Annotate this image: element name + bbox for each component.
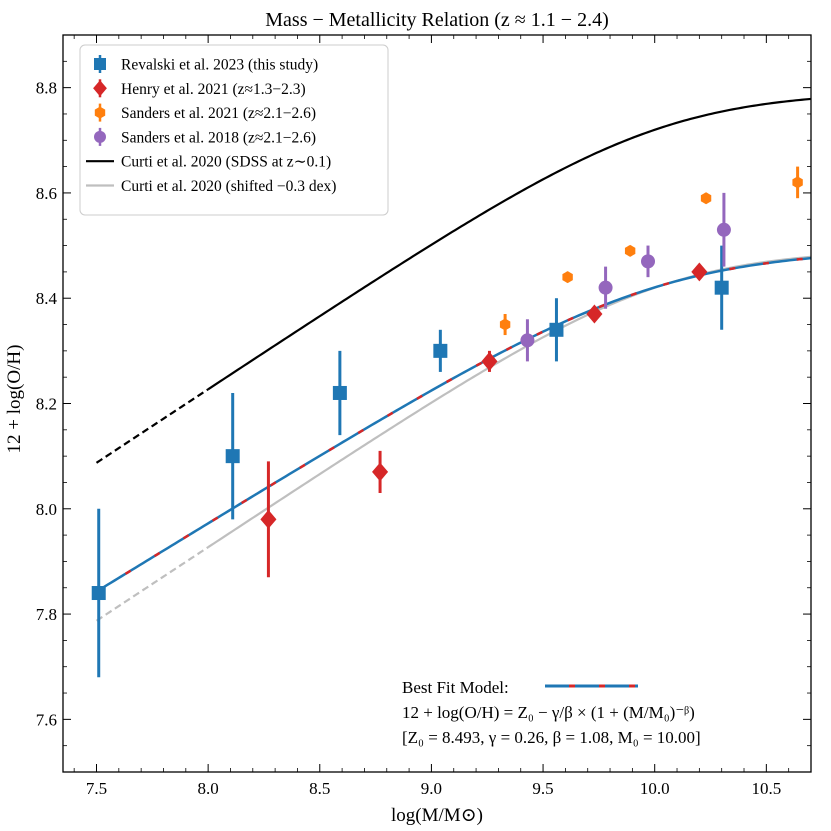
hexagon-marker <box>792 176 803 189</box>
y-axis-label: 12 + log(O/H) <box>4 345 25 454</box>
best-fit-annotation: Best Fit Model: 12 + log(O/H) = Z₀ − γ/β… <box>402 678 701 747</box>
square-marker <box>714 280 729 295</box>
square-marker <box>225 449 240 464</box>
square-marker <box>433 343 448 358</box>
hexagon-marker <box>624 244 636 257</box>
x-tick-label: 7.5 <box>86 779 107 798</box>
best-fit-params: [Z₀ = 8.493, γ = 0.26, β = 1.08, M₀ = 10… <box>402 728 701 747</box>
model-curves <box>95 97 811 622</box>
legend-label: Sanders et al. 2021 (z≈2.1−2.6) <box>121 105 316 122</box>
diamond-marker <box>691 262 708 282</box>
hexagon-marker <box>562 271 573 284</box>
hexagon-marker <box>499 318 511 331</box>
legend: Revalski et al. 2023 (this study) Henry e… <box>79 44 389 216</box>
x-tick-label: 8.5 <box>309 779 330 798</box>
plot-frame <box>62 34 812 773</box>
y-tick-label: 7.8 <box>36 605 57 624</box>
legend-label: Sanders et al. 2018 (z≈2.1−2.6) <box>121 129 316 146</box>
best-fit-label: Best Fit Model: <box>402 678 509 697</box>
best-fit-curve-dash <box>95 256 811 593</box>
hexagon-marker <box>700 192 712 205</box>
x-tick-label: 9.0 <box>421 779 442 798</box>
x-tick-label: 10.0 <box>640 779 670 798</box>
circle-marker <box>94 130 106 143</box>
circle-marker <box>520 333 535 348</box>
legend-label: Henry et al. 2021 (z≈1.3−2.3) <box>121 81 306 98</box>
axis-ticks: 7.5 8.0 8.5 9.0 9.5 10.0 10.5 7.6 7.8 8.0 8.2 8.4 8.… <box>36 34 812 798</box>
diamond-marker <box>93 80 107 97</box>
circle-marker <box>598 280 613 295</box>
diamond-marker <box>372 462 389 482</box>
y-tick-label: 7.6 <box>36 710 57 729</box>
chart-title: Mass − Metallicity Relation (z ≈ 1.1 − 2… <box>265 9 608 31</box>
y-tick-label: 8.2 <box>36 395 57 414</box>
legend-label: Curti et al. 2020 (SDSS at z∼0.1) <box>121 154 331 171</box>
legend-box <box>79 44 389 216</box>
legend-label: Revalski et al. 2023 (this study) <box>121 57 318 74</box>
diamond-marker <box>481 351 498 371</box>
curti-sdss-curve <box>207 97 811 391</box>
curti-sdss-curve-dashed <box>95 388 209 464</box>
data-markers <box>91 166 803 678</box>
square-marker <box>332 385 347 400</box>
y-tick-label: 8.0 <box>36 500 57 519</box>
best-fit-curve <box>95 256 811 593</box>
x-tick-label: 10.5 <box>751 779 781 798</box>
legend-label: Curti et al. 2020 (shifted −0.3 dex) <box>121 178 336 195</box>
hexagon-marker <box>94 106 106 119</box>
y-tick-label: 8.6 <box>36 184 57 203</box>
x-tick-label: 9.5 <box>532 779 553 798</box>
x-tick-label: 8.0 <box>198 779 219 798</box>
circle-marker <box>716 222 731 237</box>
x-axis-label: log(M/M⊙) <box>391 805 483 826</box>
diamond-marker <box>260 509 277 529</box>
circle-marker <box>641 254 656 269</box>
curti-shifted-curve-dashed <box>95 546 209 622</box>
diamond-marker <box>586 304 603 324</box>
square-marker <box>549 322 564 337</box>
square-marker <box>91 586 106 601</box>
square-marker <box>94 58 106 70</box>
y-tick-label: 8.8 <box>36 79 57 98</box>
best-fit-equation: 12 + log(O/H) = Z₀ − γ/β × (1 + (M/M₀)⁻ᵝ… <box>402 703 695 722</box>
y-tick-label: 8.4 <box>36 289 58 308</box>
